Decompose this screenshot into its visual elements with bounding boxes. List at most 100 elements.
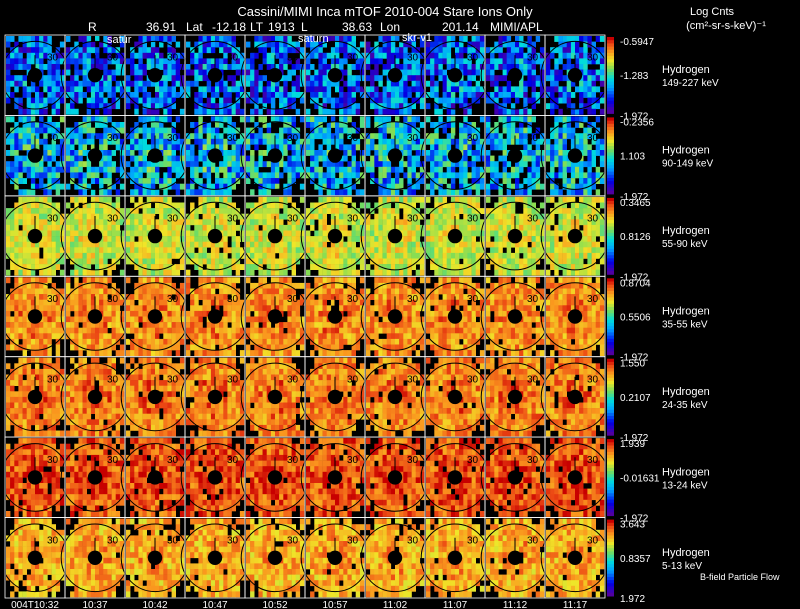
heatmap-cell — [18, 47, 23, 54]
heatmap-cell — [155, 252, 160, 259]
heatmap-cell — [14, 133, 19, 140]
heatmap-cell — [179, 155, 185, 162]
heatmap-cell — [51, 236, 56, 242]
heatmap-cell — [283, 213, 288, 220]
heatmap-cell — [26, 127, 32, 134]
heatmap-cell — [506, 47, 512, 54]
heatmap-cell — [566, 183, 572, 190]
heatmap-cell — [519, 64, 524, 70]
heatmap-cell — [550, 75, 555, 82]
heatmap-cell — [171, 138, 176, 145]
heatmap-cell — [475, 150, 481, 156]
heatmap-cell — [498, 252, 503, 259]
heatmap-cell — [59, 116, 65, 123]
heatmap-cell — [366, 41, 371, 48]
heatmap-cell — [442, 58, 447, 65]
heatmap-cell — [115, 224, 121, 231]
heatmap-cell — [82, 252, 87, 259]
heatmap-cell — [134, 161, 139, 168]
heatmap-cell — [519, 183, 524, 190]
heatmap-panel: 30 — [0, 195, 70, 277]
r-label: R — [88, 20, 97, 34]
heatmap-cell — [206, 183, 212, 190]
heatmap-cell — [14, 122, 19, 128]
heatmap-cell — [179, 202, 185, 209]
heatmap-cell — [519, 213, 524, 220]
heatmap-cell — [527, 108, 532, 115]
heatmap-cell — [591, 178, 596, 184]
heatmap-cell — [326, 86, 332, 93]
heatmap-cell — [250, 213, 255, 220]
heatmap-cell — [430, 41, 435, 48]
heatmap-cell — [95, 252, 100, 259]
heatmap-cell — [14, 241, 19, 248]
heatmap-cell — [171, 252, 176, 259]
heatmap-cell — [175, 189, 181, 196]
heatmap-cell — [523, 138, 528, 145]
heatmap-cell — [411, 161, 416, 168]
heatmap-cell — [30, 108, 36, 115]
heatmap-cell — [523, 103, 528, 110]
heatmap-cell — [142, 224, 147, 231]
heatmap-cell — [275, 258, 280, 265]
heatmap-cell — [382, 219, 387, 226]
heatmap-cell — [446, 138, 452, 145]
heatmap-cell — [599, 97, 605, 104]
heatmap-cell — [78, 172, 83, 179]
heatmap-cell — [167, 219, 172, 226]
heatmap-cell — [531, 230, 536, 237]
heatmap-cell — [459, 264, 464, 270]
heatmap-cell — [262, 86, 267, 93]
heatmap-cell — [262, 97, 267, 104]
heatmap-cell — [206, 47, 212, 54]
heatmap-cell — [531, 69, 536, 76]
heatmap-cell — [82, 116, 87, 123]
heatmap-cell — [382, 52, 387, 59]
heatmap-cell — [570, 103, 576, 110]
heatmap-cell — [26, 196, 32, 203]
heatmap-cell — [283, 103, 288, 110]
heatmap-cell — [515, 47, 520, 54]
heatmap-cell — [39, 305, 44, 312]
heatmap-cell — [283, 144, 288, 151]
heatmap-cell — [359, 116, 365, 123]
heatmap-cell — [134, 178, 139, 184]
heatmap-cell — [167, 138, 172, 145]
heatmap-cell — [570, 252, 576, 259]
heatmap-cell — [26, 47, 32, 54]
heatmap-cell — [570, 133, 576, 140]
heatmap-cell — [450, 161, 456, 168]
heatmap-cell — [86, 161, 92, 168]
heatmap-cell — [506, 108, 512, 115]
heatmap-cell — [119, 183, 125, 190]
heatmap-cell — [51, 122, 56, 128]
heatmap-cell — [335, 208, 340, 214]
heatmap-cell — [202, 144, 207, 151]
heatmap-cell — [287, 138, 292, 145]
heatmap-cell — [55, 219, 61, 226]
heatmap-cell — [210, 213, 216, 220]
heatmap-panel: 30 — [240, 195, 310, 277]
heatmap-cell — [490, 155, 495, 162]
heatmap-cell — [74, 161, 79, 168]
heatmap-cell — [206, 172, 212, 179]
heatmap-cell — [455, 86, 460, 93]
heatmap-cell — [591, 122, 596, 128]
heatmap-cell — [570, 224, 576, 231]
heatmap-cell — [115, 230, 121, 237]
heatmap-cell — [10, 80, 15, 87]
heatmap-cell — [390, 80, 396, 87]
heatmap-cell — [18, 116, 23, 123]
heatmap-cell — [26, 92, 32, 98]
heatmap-cell — [146, 80, 152, 87]
heatmap-cell — [103, 116, 108, 123]
heatmap-cell — [115, 52, 121, 59]
heatmap-cell — [35, 305, 40, 312]
heatmap-cell — [43, 219, 48, 226]
heatmap-cell — [382, 108, 387, 115]
heatmap-cell — [43, 172, 48, 179]
heatmap-cell — [231, 64, 236, 70]
heatmap-cell — [370, 80, 375, 87]
heatmap-cell — [227, 108, 232, 115]
heatmap-cell — [570, 80, 576, 87]
